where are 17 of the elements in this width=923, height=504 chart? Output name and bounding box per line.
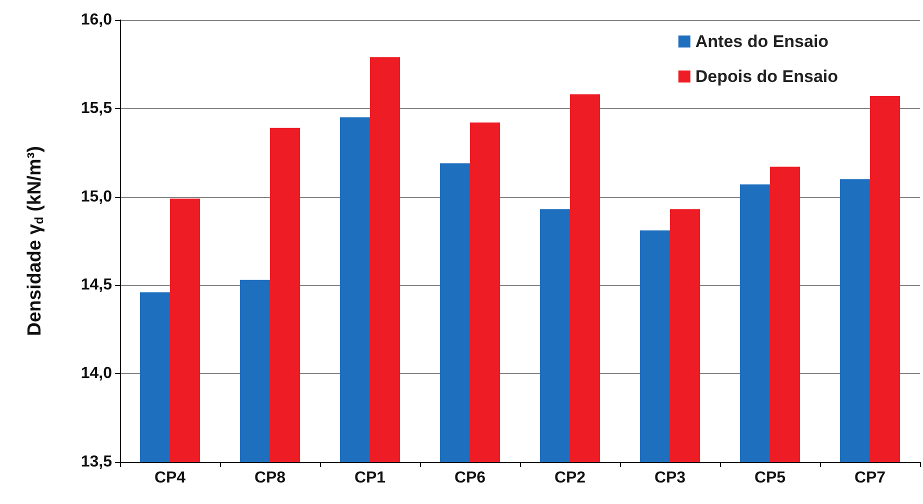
x-tick-label: CP2 xyxy=(554,470,586,486)
x-tick-label: CP6 xyxy=(454,470,486,486)
legend-label: Depois do Ensaio xyxy=(695,67,838,86)
x-tick-label: CP1 xyxy=(354,470,386,486)
y-tick-label: 16,0 xyxy=(80,12,112,28)
y-tick-label: 15,0 xyxy=(80,188,112,206)
y-axis-title: Densidade γd (kN/m³) xyxy=(24,146,46,336)
y-tick-label: 15,5 xyxy=(80,100,112,117)
y-tick-label: 14,5 xyxy=(80,276,112,294)
x-tick-label: CP8 xyxy=(254,470,286,486)
x-tick-label: CP4 xyxy=(154,470,186,486)
y-tick-label: 14,0 xyxy=(80,365,112,382)
legend-label: Antes do Ensaio xyxy=(695,32,829,51)
x-tick-label: CP7 xyxy=(854,470,886,486)
x-tick-label: CP3 xyxy=(654,470,686,486)
x-tick-label: CP5 xyxy=(754,470,786,486)
y-tick-label: 13,5 xyxy=(80,454,112,470)
